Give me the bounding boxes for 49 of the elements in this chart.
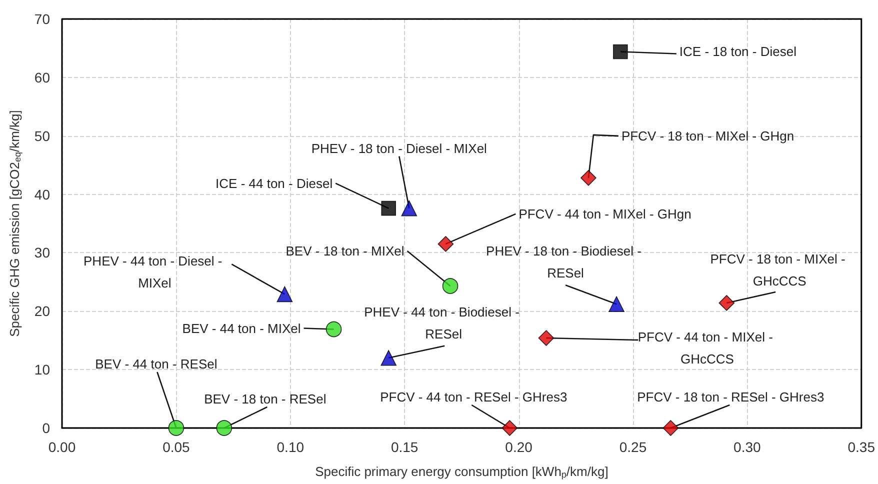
y-tick-label: 0 [42, 420, 50, 436]
point [216, 420, 232, 436]
point [438, 236, 454, 252]
y-tick-label: 50 [34, 128, 50, 144]
annotation: PHEV - 18 ton - Biodiesel - RESel [486, 244, 646, 281]
point [381, 200, 396, 216]
y-tick-label: 10 [34, 362, 50, 378]
annotation: BEV - 44 ton - RESel [95, 356, 218, 372]
annotation: PFCV - 18 ton - MIXel - GHcCCS [710, 251, 849, 288]
point [168, 420, 184, 436]
annotation: ICE - 18 ton - Diesel [679, 44, 797, 60]
point [380, 350, 396, 366]
annotation: PFCV - 44 ton - MIXel - GHgn [518, 206, 692, 222]
y-tick-label: 70 [34, 11, 50, 27]
y-tick-label: 30 [34, 244, 50, 261]
annotation: PFCV - 44 ton - MIXel - GHcCCS [638, 330, 777, 367]
y-axis-title: Specific GHG emission [gCO2eq/km/kg] [7, 110, 22, 337]
point [538, 330, 554, 346]
annotation: PFCV - 18 ton - MIXel - GHgn [621, 128, 794, 144]
point [276, 286, 293, 302]
point [442, 278, 458, 294]
x-tick-label: 0.15 [390, 439, 418, 455]
point [401, 200, 418, 216]
point [580, 170, 596, 186]
annotation: BEV - 44 ton - MIXel [182, 320, 301, 336]
annotation: PFCV - 44 ton - RESel - GHres3 [380, 390, 568, 404]
annotation: PHEV - 44 ton - Biodiesel - RESel [364, 304, 524, 342]
x-tick-label: 0.00 [48, 439, 76, 455]
annotation: BEV - 18 ton - RESel [204, 392, 326, 406]
annotation: ICE - 44 ton - Diesel [216, 176, 333, 191]
point [613, 44, 628, 60]
y-tick-label: 40 [34, 186, 50, 202]
point [502, 420, 518, 436]
annotation: PFCV - 18 ton - RESel - GHres3 [637, 390, 824, 404]
x-tick-label: 0.05 [162, 439, 190, 455]
point [662, 420, 679, 436]
x-tick-label: 0.35 [848, 439, 876, 455]
x-tick-label: 0.10 [276, 439, 304, 455]
point [326, 321, 342, 338]
annotation: BEV - 18 ton - MIXel [286, 244, 404, 259]
x-tick-label: 0.25 [619, 439, 647, 455]
y-tick-label: 60 [34, 69, 50, 86]
x-tick-label: 0.30 [734, 439, 762, 455]
point [718, 295, 735, 311]
x-tick-label: 0.20 [505, 439, 533, 455]
annotation: PHEV - 44 ton - Diesel - MIXel [84, 254, 226, 291]
y-tick-label: 20 [34, 303, 50, 320]
annotation: PHEV - 18 ton - Diesel - MIXel [311, 140, 488, 156]
point [608, 296, 624, 312]
